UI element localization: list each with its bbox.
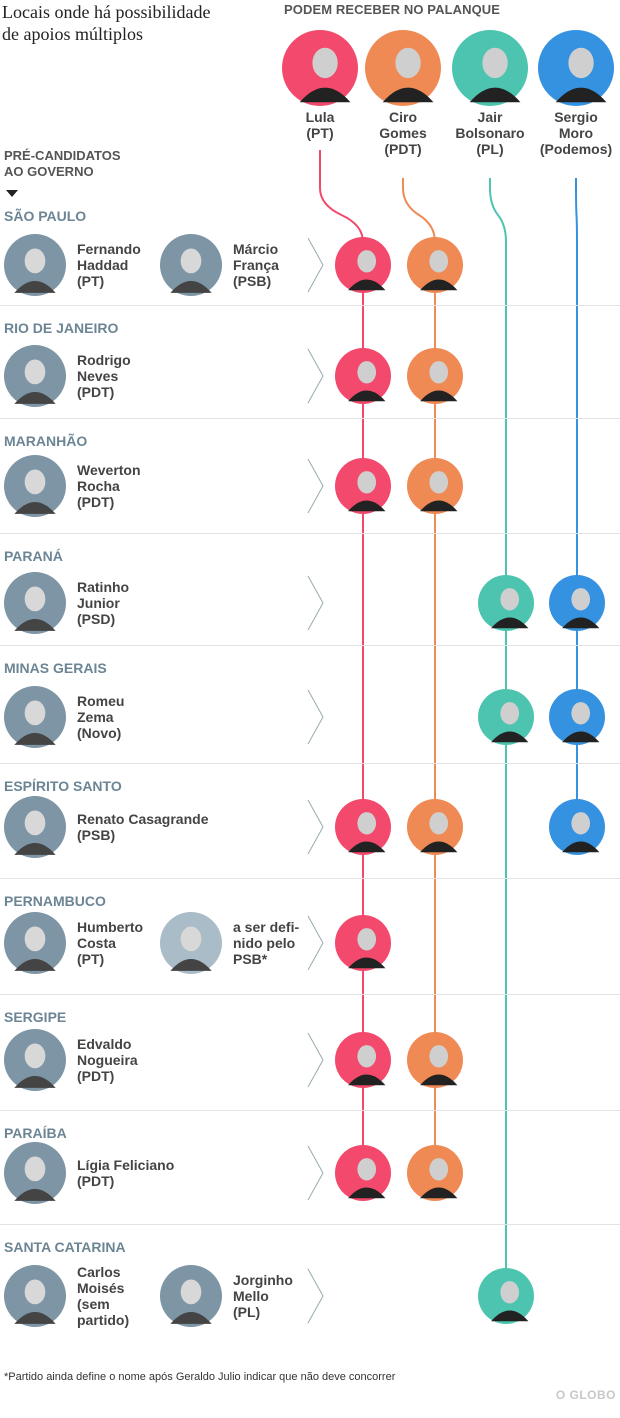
candidate-name: Carlos Moisés (sem partido) [77,1264,130,1328]
support-moro [549,799,605,855]
chevron-right-icon [307,458,324,514]
presidential-name-bolsonaro: Jair Bolsonaro (PL) [455,109,525,157]
support-lula [335,799,391,855]
row-divider [0,1110,620,1111]
chevron-right-icon [307,689,324,745]
portrait-bolsonaro [452,30,528,106]
row-divider [0,305,620,306]
state-name: MARANHÃO [4,433,88,449]
support-ciro [407,458,463,514]
support-lula [335,237,391,293]
support-ciro [407,1032,463,1088]
candidate-photo [4,1265,66,1327]
candidate-name: Lígia Feliciano (PDT) [77,1157,175,1189]
chevron-right-icon [307,915,324,971]
portrait-ciro [365,30,441,106]
candidate-photo [4,1029,66,1091]
support-lula [335,915,391,971]
candidate-photo [160,234,222,296]
candidate-name: Renato Casagrande (PSB) [77,811,209,843]
footnote: *Partido ainda define o nome após Gerald… [4,1371,396,1383]
support-bolsonaro [478,575,534,631]
support-ciro [407,799,463,855]
row-divider [0,763,620,764]
candidate-name: Humberto Costa (PT) [77,919,144,967]
candidate-name: Fernando Haddad (PT) [77,241,141,289]
candidate-photo [4,912,66,974]
state-name: MINAS GERAIS [4,660,107,676]
row-divider [0,645,620,646]
support-moro [549,689,605,745]
left-header: PRÉ-CANDIDATOS AO GOVERNO [4,148,121,179]
candidate-name: Romeu Zema (Novo) [77,693,125,741]
candidate-photo [4,796,66,858]
candidate-name: Ratinho Junior (PSD) [77,579,130,627]
support-ciro [407,237,463,293]
support-lula [335,458,391,514]
candidate-name: Edvaldo Nogueira (PDT) [77,1036,138,1084]
chevron-right-icon [307,1145,324,1201]
support-moro [549,575,605,631]
row-divider [0,1224,620,1225]
line-moro [575,178,578,827]
candidate-name: Márcio França (PSB) [233,241,279,289]
state-name: PARANÁ [4,548,63,564]
placeholder-avatar [160,912,222,974]
support-bolsonaro [478,1268,534,1324]
state-name: SÃO PAULO [4,208,87,224]
candidate-photo [4,234,66,296]
state-name: RIO DE JANEIRO [4,320,119,336]
presidential-name-lula: Lula (PT) [305,109,335,141]
state-name: SANTA CATARINA [4,1239,126,1255]
support-bolsonaro [478,689,534,745]
candidate-photo [4,455,66,517]
candidate-name: Rodrigo Neves (PDT) [77,352,131,400]
state-name: PERNAMBUCO [4,893,106,909]
row-divider [0,533,620,534]
presidential-name-ciro: Ciro Gomes (PDT) [379,109,427,157]
support-lula [335,348,391,404]
candidate-photo [4,345,66,407]
state-name: SERGIPE [4,1009,67,1025]
candidate-photo [4,572,66,634]
chevron-right-icon [307,799,324,855]
portrait-moro [538,30,614,106]
row-divider [0,994,620,995]
state-name: ESPÍRITO SANTO [4,778,122,794]
chevron-right-icon [307,348,324,404]
line-lula [319,150,364,1173]
support-lula [335,1032,391,1088]
candidate-photo [4,1142,66,1204]
state-name: PARAÍBA [4,1125,67,1141]
support-ciro [407,1145,463,1201]
candidate-photo [160,1265,222,1327]
line-ciro [402,178,436,1173]
candidate-name: a ser defi- nido pelo PSB* [233,919,300,967]
candidate-name: Jorginho Mello (PL) [233,1272,293,1320]
chart-title: Locais onde há possibilidade de apoios m… [2,2,211,44]
row-divider [0,878,620,879]
chevron-right-icon [307,1268,324,1324]
chevron-right-icon [307,237,324,293]
logo: O GLOBO [555,1388,616,1402]
line-bolsonaro [489,178,507,1296]
column-header: PODEM RECEBER NO PALANQUE [284,2,501,17]
row-divider [0,418,620,419]
portrait-lula [282,30,358,106]
triangle-down-icon [6,190,18,197]
candidate-photo [4,686,66,748]
chevron-right-icon [307,575,324,631]
support-ciro [407,348,463,404]
support-lula [335,1145,391,1201]
chevron-right-icon [307,1032,324,1088]
candidate-name: Weverton Rocha (PDT) [77,462,141,510]
presidential-name-moro: Sergio Moro (Podemos) [539,109,613,157]
